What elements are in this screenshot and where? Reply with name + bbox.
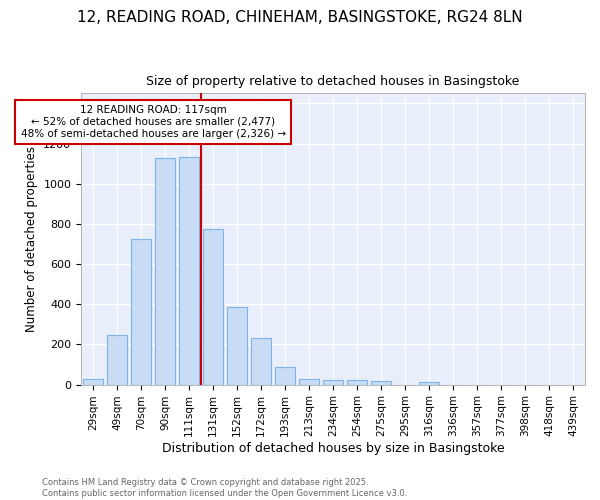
Text: 12 READING ROAD: 117sqm
← 52% of detached houses are smaller (2,477)
48% of semi: 12 READING ROAD: 117sqm ← 52% of detache…: [20, 106, 286, 138]
Bar: [107, 335, 127, 384]
Bar: [83, 378, 103, 384]
Bar: [347, 380, 367, 384]
Bar: [275, 366, 295, 384]
Bar: [371, 381, 391, 384]
Bar: [419, 382, 439, 384]
Title: Size of property relative to detached houses in Basingstoke: Size of property relative to detached ho…: [146, 75, 520, 88]
Bar: [251, 338, 271, 384]
Text: 12, READING ROAD, CHINEHAM, BASINGSTOKE, RG24 8LN: 12, READING ROAD, CHINEHAM, BASINGSTOKE,…: [77, 10, 523, 25]
Bar: [323, 380, 343, 384]
Bar: [299, 378, 319, 384]
Bar: [203, 229, 223, 384]
Bar: [131, 239, 151, 384]
Text: Contains HM Land Registry data © Crown copyright and database right 2025.
Contai: Contains HM Land Registry data © Crown c…: [42, 478, 407, 498]
X-axis label: Distribution of detached houses by size in Basingstoke: Distribution of detached houses by size …: [162, 442, 505, 455]
Bar: [227, 308, 247, 384]
Y-axis label: Number of detached properties: Number of detached properties: [25, 146, 38, 332]
Bar: [179, 156, 199, 384]
Bar: [155, 158, 175, 384]
